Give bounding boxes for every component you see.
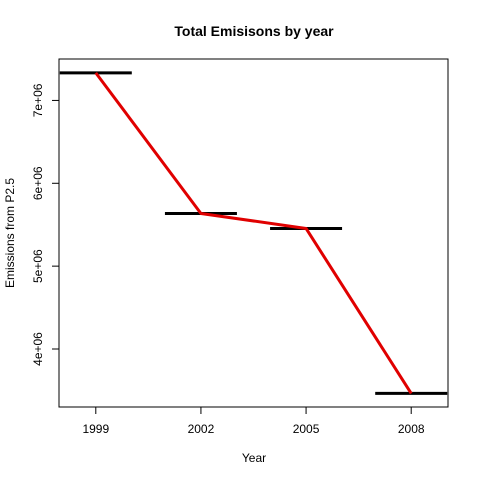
chart-title: Total Emisisons by year (174, 23, 334, 39)
y-axis-label: Emissions from P2.5 (3, 178, 17, 288)
y-tick-label: 6e+06 (31, 166, 45, 200)
x-axis-label: Year (242, 451, 266, 465)
x-tick-label: 2008 (398, 422, 425, 436)
plot-area (59, 71, 448, 395)
y-axis: 4e+06 5e+06 6e+06 7e+06 (31, 83, 59, 366)
x-tick-label: 2005 (293, 422, 320, 436)
trend-line (94, 71, 413, 395)
x-tick-label: 2002 (188, 422, 215, 436)
x-axis: 1999 2002 2005 2008 (82, 407, 425, 436)
y-tick-label: 5e+06 (31, 249, 45, 283)
plot-frame (58, 58, 449, 408)
x-tick-label: 1999 (82, 422, 109, 436)
y-tick-label: 4e+06 (31, 332, 45, 366)
y-tick-label: 7e+06 (31, 83, 45, 117)
